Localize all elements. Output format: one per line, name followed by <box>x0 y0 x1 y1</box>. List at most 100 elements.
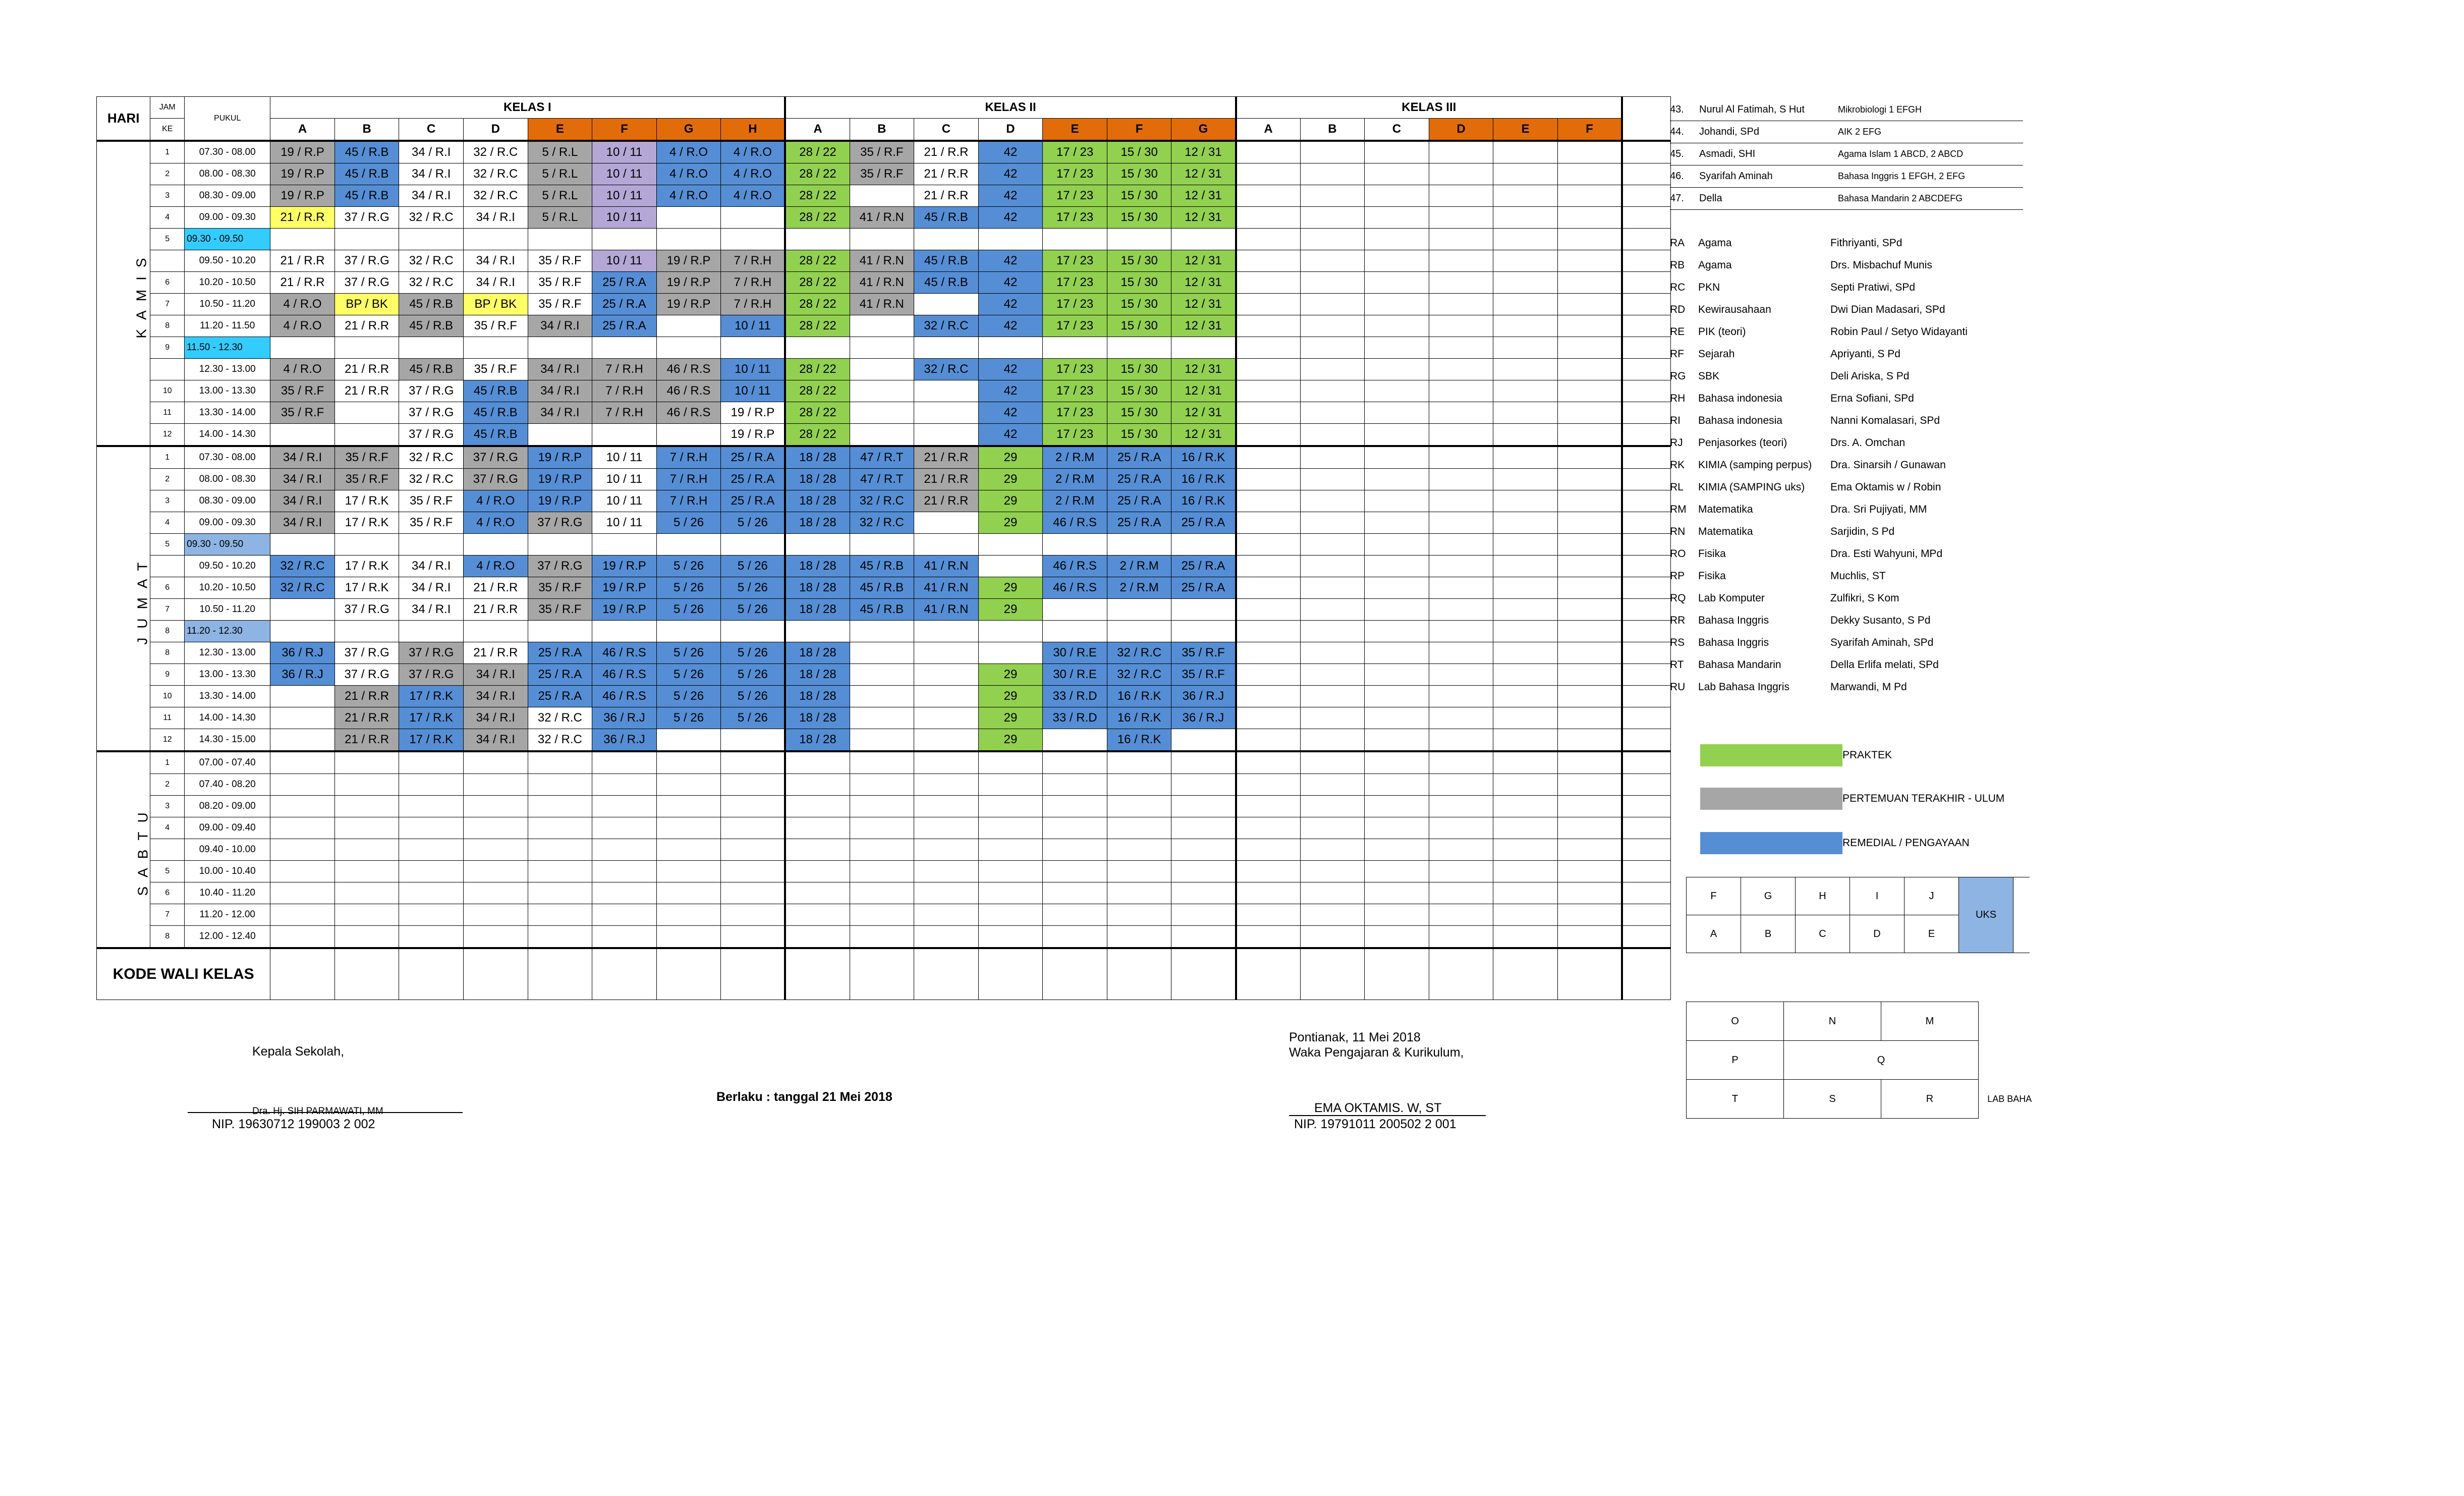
lesson-cell: 25 / R.A <box>720 445 786 469</box>
lesson-cell: 5 / R.L <box>527 206 593 229</box>
room-cell: J <box>1904 877 1959 915</box>
lesson-cell <box>1171 817 1237 839</box>
lesson-cell: 4 / R.O <box>463 490 528 512</box>
lesson-cell: 7 / R.H <box>592 358 657 380</box>
room-cell-uks: UKS <box>1958 877 2013 953</box>
room-code-t: Dekky Susanto, S Pd <box>1830 615 1931 626</box>
lesson-cell <box>399 773 464 796</box>
time-cell: 14.00 - 14.30 <box>184 423 271 447</box>
room-map-2: O N M P Q T S R LAB BAHA <box>1686 1002 2041 1119</box>
jam-no: 8 <box>150 925 185 949</box>
lesson-cell: 19 / R.P <box>527 490 593 512</box>
lesson-cell: 29 <box>978 729 1043 752</box>
jam-no: 3 <box>150 795 185 817</box>
lesson-cell: 10 / 11 <box>592 490 657 512</box>
room-code-row: RF Sejarah Apriyanti, S Pd <box>1670 343 2033 365</box>
blank-cell <box>1621 163 1671 185</box>
lesson-cell <box>463 860 528 882</box>
wali-cell <box>1493 947 1558 1000</box>
lesson-cell <box>1235 271 1301 294</box>
break-cell <box>1042 620 1107 642</box>
lesson-cell: 21 / R.R <box>270 271 335 294</box>
lesson-cell: 46 / R.S <box>1042 577 1107 599</box>
blank-cell <box>1621 925 1671 949</box>
break-cell <box>1106 533 1172 556</box>
room-code-s: Fisika <box>1698 548 1726 560</box>
lesson-cell: 16 / R.K <box>1171 490 1237 512</box>
lesson-cell <box>527 817 593 839</box>
legend-swatch <box>1700 832 1842 854</box>
lesson-cell <box>1300 512 1365 534</box>
lesson-cell <box>1493 206 1558 229</box>
lesson-cell: 18 / 28 <box>784 512 850 534</box>
lesson-cell <box>1300 882 1365 904</box>
lesson-cell <box>1428 577 1494 599</box>
wali-cell <box>334 947 400 1000</box>
break-cell <box>656 228 721 250</box>
lesson-cell <box>1557 663 1622 686</box>
room-code-t: Fithriyanti, SPd <box>1830 237 1902 249</box>
lesson-cell <box>1235 707 1301 729</box>
jam-no <box>150 250 185 272</box>
break-cell <box>720 533 786 556</box>
room-cell <box>1979 1002 2041 1041</box>
lesson-cell <box>720 773 786 796</box>
room-code-s: KIMIA (samping perpus) <box>1698 459 1812 471</box>
lesson-cell: 10 / 11 <box>720 380 786 402</box>
lesson-cell <box>1428 685 1494 707</box>
lesson-cell: 32 / R.C <box>399 445 464 469</box>
room-code-row: RS Bahasa Inggris Syarifah Aminah, SPd <box>1670 632 2033 654</box>
lesson-cell <box>914 773 979 796</box>
room-code-s: Fisika <box>1698 570 1726 582</box>
lesson-cell: 42 <box>978 185 1043 207</box>
lesson-cell: 17 / 23 <box>1042 293 1107 315</box>
lesson-cell <box>849 795 915 817</box>
room-cell: O <box>1686 1002 1784 1041</box>
lesson-cell <box>720 925 786 949</box>
room-code-s: Bahasa Inggris <box>1698 615 1769 626</box>
lesson-cell <box>1557 163 1622 185</box>
lesson-cell <box>1235 250 1301 272</box>
lesson-cell: 42 <box>978 293 1043 315</box>
blank-cell <box>1621 315 1671 337</box>
lesson-cell <box>1428 423 1494 447</box>
lesson-cell <box>1106 904 1172 926</box>
lesson-cell: 34 / R.I <box>527 380 593 402</box>
lesson-cell <box>1106 750 1172 774</box>
lesson-cell: 32 / R.C <box>399 271 464 294</box>
lesson-cell: 4 / R.O <box>463 555 528 577</box>
room-map-1: F G H I J UKS A B C D E <box>1686 877 2030 953</box>
lesson-cell: 35 / R.F <box>527 250 593 272</box>
lesson-cell <box>1235 925 1301 949</box>
blank-cell <box>1621 663 1671 686</box>
lesson-cell <box>1557 817 1622 839</box>
lesson-cell <box>1557 685 1622 707</box>
lesson-cell: 2 / R.M <box>1042 490 1107 512</box>
break-cell <box>1042 228 1107 250</box>
time-cell: 09.00 - 09.40 <box>184 817 271 839</box>
lesson-cell: 10 / 11 <box>592 445 657 469</box>
lesson-cell <box>399 817 464 839</box>
time-cell: 12.00 - 12.40 <box>184 925 271 949</box>
lesson-cell: 32 / R.C <box>270 577 335 599</box>
lesson-cell <box>1557 795 1622 817</box>
lesson-cell <box>1428 817 1494 839</box>
lesson-cell: 46 / R.S <box>592 663 657 686</box>
lesson-cell: 16 / R.K <box>1106 685 1172 707</box>
time-cell: 09.50 - 10.20 <box>184 555 271 577</box>
lesson-cell <box>978 642 1043 664</box>
lesson-cell <box>784 817 850 839</box>
room-code-c: RR <box>1670 615 1686 626</box>
lesson-cell <box>784 925 850 949</box>
lesson-cell: 18 / 28 <box>784 707 850 729</box>
break-cell <box>720 228 786 250</box>
break-cell <box>592 337 657 359</box>
lesson-cell <box>1364 707 1429 729</box>
lesson-cell <box>656 315 721 337</box>
lesson-cell: 19 / R.P <box>656 271 721 294</box>
break-cell <box>399 337 464 359</box>
lesson-cell: 5 / R.L <box>527 140 593 163</box>
lesson-cell <box>1171 795 1237 817</box>
time-cell: 13.00 - 13.30 <box>184 380 271 402</box>
col-header: D <box>463 118 528 141</box>
